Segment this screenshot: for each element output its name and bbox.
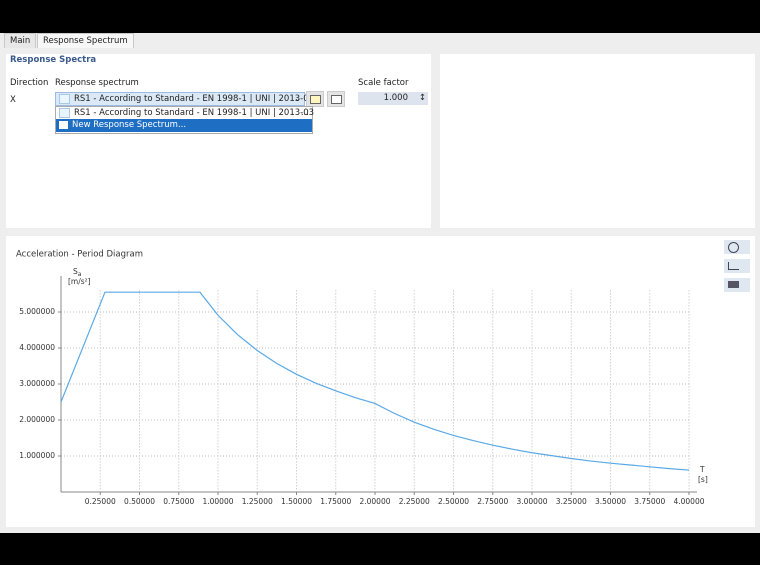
x-tick-label: 1.50000	[281, 497, 312, 506]
tab[interactable]: Response Spectrum	[37, 33, 134, 48]
y-tick-label: 5.000000	[19, 307, 55, 316]
x-tick-label: 2.75000	[477, 497, 508, 506]
combo-text: RS1 - According to Standard - EN 1998-1 …	[74, 94, 315, 104]
panel-title: Response Spectra	[10, 55, 97, 65]
spin: ↕	[418, 93, 426, 103]
tab[interactable]: Main	[4, 33, 37, 48]
x-tick-label: 2.50000	[438, 497, 469, 506]
combo-box[interactable]: RS1 - According to Standard - EN 1998-1 …	[55, 92, 314, 106]
x-tick-label: 2.00000	[359, 497, 390, 506]
x-tick-label: 3.00000	[516, 497, 547, 506]
x-tick-label: 4.00000	[673, 497, 704, 506]
toolbar-button[interactable]	[724, 240, 750, 254]
scale-field[interactable]: 1.000 ↕	[358, 92, 428, 105]
toolbar-button[interactable]	[724, 259, 750, 273]
direction: X	[10, 95, 16, 105]
scale-value: 1.000	[383, 93, 408, 103]
dropdown: RS1 - According to Standard - EN 1998-1 …	[55, 106, 315, 134]
toolbar-button[interactable]	[724, 278, 750, 292]
dropdown-item[interactable]: RS1 - According to Standard - EN 1998-1 …	[56, 107, 315, 119]
x-tick-label: 0.25000	[85, 497, 116, 506]
new-button[interactable]	[306, 91, 324, 107]
x-axis-label: T	[699, 465, 705, 474]
data-line	[60, 291, 690, 471]
item-text: RS1 - According to Standard - EN 1998-1 …	[74, 108, 315, 118]
y-tick-label: 2.000000	[19, 415, 55, 424]
x-tick-label: 1.75000	[320, 497, 351, 506]
x-tick-label: 2.25000	[399, 497, 430, 506]
x-tick-label: 0.75000	[163, 497, 194, 506]
header: Scale factor	[358, 78, 409, 88]
icon	[59, 94, 70, 104]
x-axis-unit: [s]	[698, 475, 708, 484]
x-tick-label: 1.25000	[242, 497, 273, 506]
panel	[440, 54, 755, 228]
y-tick-label: 3.000000	[19, 379, 55, 388]
y-subscript: a	[78, 271, 82, 278]
header: Response spectrum	[55, 78, 139, 88]
item-text: New Response Spectrum...	[72, 120, 187, 130]
dropdown-item[interactable]: New Response Spectrum...	[56, 119, 312, 132]
x-tick-label: 3.75000	[634, 497, 665, 506]
panel	[6, 236, 755, 527]
chart-title: Acceleration - Period Diagram	[16, 250, 143, 260]
x-tick-label: 1.00000	[202, 497, 233, 506]
x-tick-label: 3.25000	[556, 497, 587, 506]
chart: Acceleration - Period Diagram Sa [m/s²] …	[16, 250, 708, 507]
more[interactable]: ...	[300, 108, 309, 118]
y-axis-symbol: Sa	[73, 267, 82, 278]
header: Direction	[10, 78, 49, 88]
panel	[6, 54, 431, 228]
y-symbol: S	[73, 267, 78, 276]
y-tick-label: 4.000000	[19, 343, 55, 352]
edit-button[interactable]	[327, 91, 345, 107]
x-tick-label: 3.50000	[595, 497, 626, 506]
y-axis-unit: [m/s²]	[68, 277, 91, 286]
arrow: ⌄	[293, 94, 301, 104]
y-tick-label: 1.000000	[19, 451, 55, 460]
x-tick-label: 0.50000	[124, 497, 155, 506]
